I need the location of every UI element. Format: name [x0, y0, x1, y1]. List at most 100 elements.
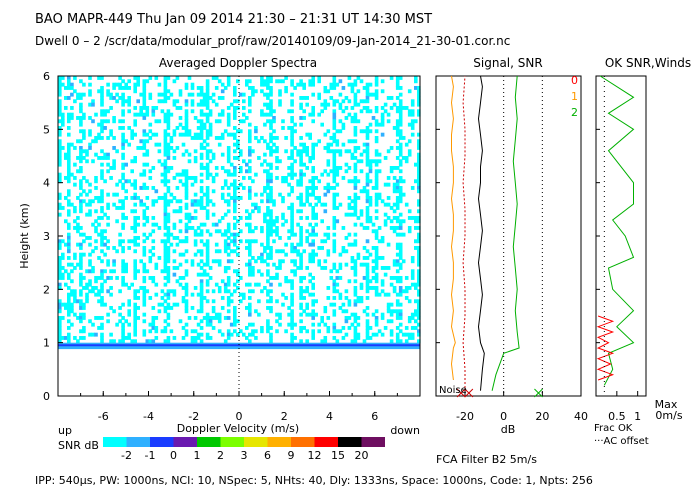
spectra-cell	[223, 199, 228, 204]
spectra-cell	[290, 212, 294, 217]
spectra-cell	[290, 309, 294, 314]
spectra-cell	[417, 332, 421, 337]
spectra-cell	[199, 132, 204, 137]
spectra-cell	[299, 216, 303, 220]
spectra-cell	[374, 216, 379, 220]
spectra-cell	[332, 199, 337, 204]
spectra-cell	[417, 339, 421, 344]
spectra-cell	[386, 216, 391, 220]
spectra-cell	[392, 286, 397, 290]
spectra-cell	[121, 262, 125, 267]
spectra-cell	[287, 229, 291, 234]
spectra-cell	[133, 106, 137, 110]
spectra-cell	[266, 226, 270, 230]
spectra-cell	[305, 312, 309, 317]
spectra-cell	[157, 196, 162, 200]
spectra-cell	[205, 112, 210, 117]
spectra-cell	[58, 76, 62, 80]
spectra-cell	[356, 256, 361, 260]
spectra-cell	[374, 169, 379, 174]
spectra-cell	[79, 329, 83, 334]
spectra-cell	[374, 236, 379, 240]
spectra-cell	[398, 256, 403, 260]
spectra-cell	[109, 332, 113, 337]
spectra-cell	[166, 199, 171, 204]
spectra-cell	[299, 116, 303, 120]
spectra-cell	[290, 282, 294, 287]
spectra-cell	[365, 269, 370, 274]
spectra-cell	[142, 329, 147, 334]
spectra-cell	[347, 212, 352, 217]
spectra-cell	[130, 182, 134, 187]
spectra-cell	[118, 199, 122, 204]
spectra-cell	[145, 139, 150, 144]
spectra-cell	[100, 296, 104, 300]
spectra-cell	[115, 99, 119, 104]
spectra-cell	[332, 326, 337, 330]
spectra-cell	[272, 109, 276, 114]
spectra-cell	[290, 82, 294, 87]
spectra-xlabel: Doppler Velocity (m/s)	[177, 422, 299, 435]
spectra-cell	[356, 296, 361, 300]
spectra-cell	[353, 79, 358, 84]
spectra-cell	[181, 276, 186, 280]
spectra-cell	[205, 119, 210, 124]
spectra-cell	[266, 119, 270, 124]
spectra-cell	[374, 246, 379, 250]
spectra-cell	[326, 142, 331, 147]
spectra-cell	[160, 239, 165, 244]
spectra-cell	[100, 102, 104, 107]
spectra-cell	[100, 302, 104, 307]
spectra-cell	[61, 122, 65, 127]
spectra-cell	[275, 79, 279, 84]
spectra-cell	[290, 79, 294, 84]
spectra-cell	[308, 222, 312, 227]
spectra-cell	[323, 99, 328, 104]
spectra-cell	[344, 316, 349, 320]
spectra-cell	[223, 232, 228, 237]
spectra-cell	[223, 269, 228, 274]
spectra-cell	[410, 256, 415, 260]
spectra-cell	[383, 102, 388, 107]
spectra-cell	[94, 292, 98, 297]
spectra-cell	[220, 296, 225, 300]
spectra-cell	[181, 239, 186, 244]
spectra-cell	[290, 186, 294, 190]
spectra-cell	[163, 252, 168, 257]
spectra-cell	[151, 229, 156, 234]
spectra-cell	[326, 326, 331, 330]
spectra-cell	[389, 206, 394, 210]
spectra-cell	[223, 129, 228, 134]
spectra-cell	[269, 122, 273, 127]
spectra-cell	[293, 269, 297, 274]
spectra-cell	[184, 129, 189, 134]
spectra-cell	[73, 206, 77, 210]
spectra-cell	[196, 102, 201, 107]
spectra-cell	[82, 199, 86, 204]
spectra-cell	[112, 146, 116, 150]
spectra-cell	[308, 159, 312, 164]
spectra-cell	[326, 146, 331, 150]
spectra-cell	[166, 179, 171, 184]
spectra-cell	[371, 286, 376, 290]
spectra-cell	[133, 226, 137, 230]
spectra-cell	[88, 332, 92, 337]
spectra-cell	[269, 256, 273, 260]
spectra-cell	[311, 252, 315, 257]
spectra-cell	[190, 306, 195, 310]
spectra-cell	[199, 109, 204, 114]
spectra-cell	[97, 276, 101, 280]
spectra-cell	[293, 249, 297, 254]
spectra-cell	[365, 286, 370, 290]
spectra-cell	[142, 186, 147, 190]
spectra-cell	[350, 156, 355, 160]
spectra-cell	[136, 76, 140, 80]
spectra-cell	[266, 319, 270, 324]
spectra-cell	[79, 316, 83, 320]
spectra-cell	[233, 199, 237, 204]
spectra-cell	[229, 196, 234, 200]
spectra-cell	[293, 246, 297, 250]
spectra-cell	[263, 122, 267, 127]
spectra-cell	[293, 259, 297, 264]
spectra-cell	[314, 202, 318, 207]
